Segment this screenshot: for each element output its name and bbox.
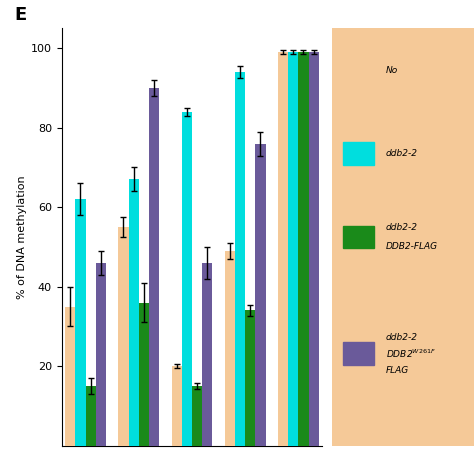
Bar [288, 52, 298, 446]
Text: ddb2-2: ddb2-2 [386, 149, 418, 158]
Bar [128, 179, 139, 446]
Bar [255, 144, 265, 446]
Bar [96, 263, 106, 446]
Bar [309, 52, 319, 446]
Bar [139, 302, 149, 446]
Bar [343, 342, 374, 365]
Y-axis label: % of DNA methylation: % of DNA methylation [17, 175, 27, 299]
Bar [75, 199, 86, 446]
Bar [298, 52, 309, 446]
Text: E: E [14, 6, 27, 24]
Bar [149, 88, 159, 446]
Bar [343, 142, 374, 165]
Bar [192, 386, 202, 446]
Bar [343, 59, 374, 82]
Text: FLAG: FLAG [386, 366, 409, 375]
Bar [343, 226, 374, 248]
Text: ddb2-2: ddb2-2 [386, 333, 418, 342]
Text: No: No [386, 66, 398, 74]
Bar [245, 310, 255, 446]
Bar [225, 251, 235, 446]
Bar [172, 366, 182, 446]
Bar [118, 227, 128, 446]
Text: DDB2$^{W261F}$: DDB2$^{W261F}$ [386, 347, 436, 360]
Bar [65, 307, 75, 446]
Text: DDB2-FLAG: DDB2-FLAG [386, 242, 438, 251]
Bar [86, 386, 96, 446]
Bar [182, 112, 192, 446]
Text: ddb2-2: ddb2-2 [386, 223, 418, 232]
Bar [202, 263, 212, 446]
Bar [278, 52, 288, 446]
Bar [235, 72, 245, 446]
